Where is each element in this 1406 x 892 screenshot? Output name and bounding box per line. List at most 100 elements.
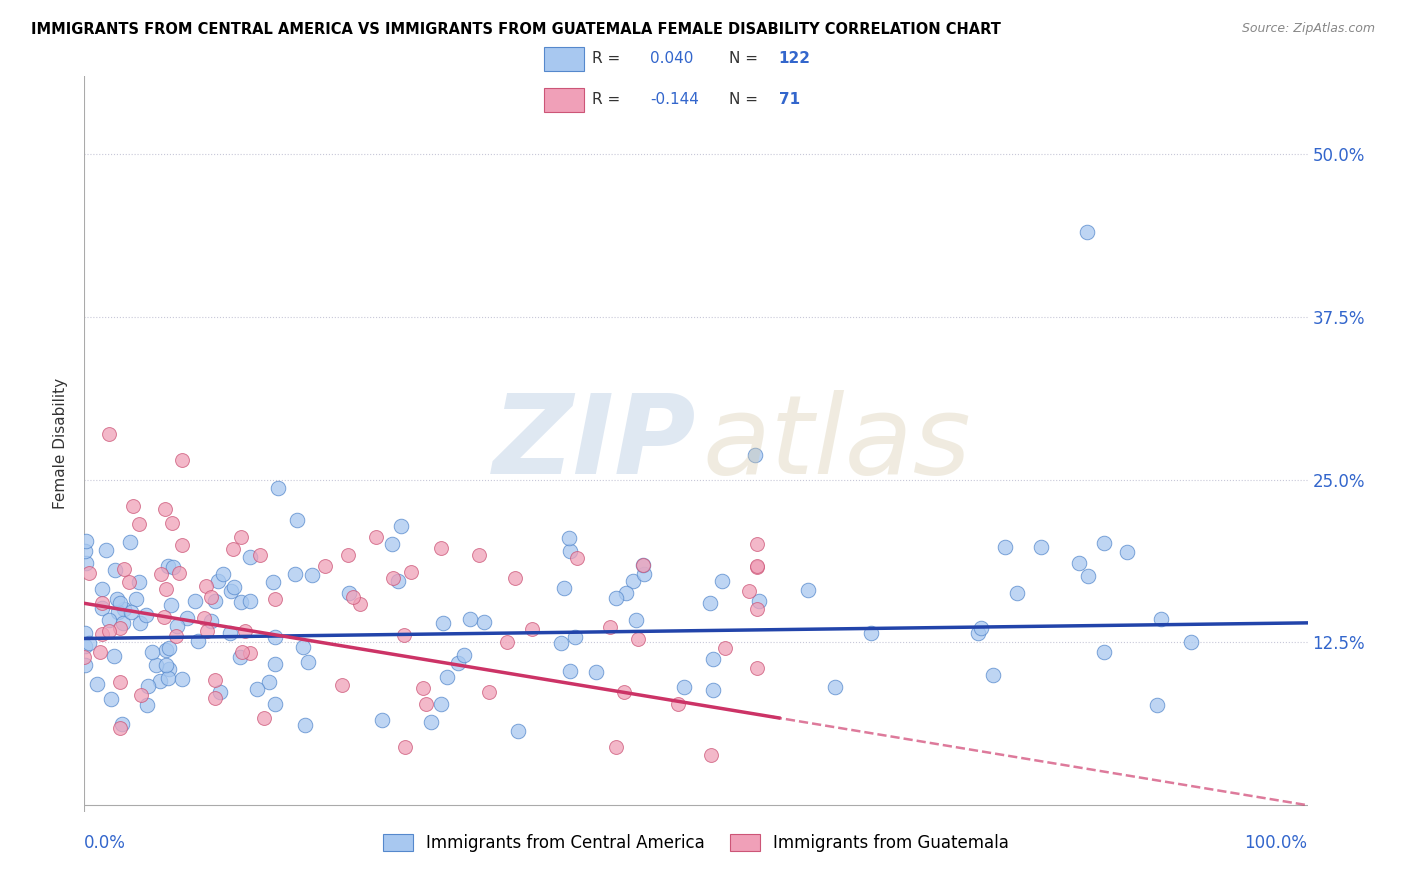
Point <box>90 627 112 641</box>
Point <box>170 538 193 552</box>
Point <box>204 690 226 705</box>
Point <box>136 679 159 693</box>
Point <box>239 594 262 608</box>
Point <box>264 697 287 711</box>
Text: -0.144: -0.144 <box>650 93 699 107</box>
Point <box>105 592 128 607</box>
Point <box>187 633 209 648</box>
Point <box>165 629 187 643</box>
Point <box>381 571 404 585</box>
Point <box>420 715 443 730</box>
Point <box>713 640 735 655</box>
Point <box>108 675 131 690</box>
Point <box>222 580 245 594</box>
Point <box>231 645 253 659</box>
Point <box>160 516 183 530</box>
Point <box>120 535 142 549</box>
Point <box>342 590 364 604</box>
Point <box>436 670 458 684</box>
Point <box>193 610 215 624</box>
Point <box>700 748 723 763</box>
Point <box>155 643 177 657</box>
Point <box>747 559 769 574</box>
Point <box>558 665 581 679</box>
Point <box>381 537 404 551</box>
Point <box>294 717 316 731</box>
Point <box>633 566 655 581</box>
Point <box>233 624 256 638</box>
Point <box>291 640 314 654</box>
Point <box>184 593 207 607</box>
Point <box>605 740 627 755</box>
Point <box>129 689 152 703</box>
Point <box>128 575 150 590</box>
Point <box>387 574 409 588</box>
Point <box>73 650 96 665</box>
Point <box>371 713 394 727</box>
Point <box>229 595 252 609</box>
Point <box>981 667 1004 681</box>
Point <box>112 562 135 576</box>
Point <box>970 621 993 635</box>
Point <box>614 585 637 599</box>
Point <box>401 566 423 580</box>
Bar <box>544 87 583 112</box>
Point <box>117 574 139 589</box>
Point <box>125 591 148 606</box>
Point <box>522 622 544 636</box>
Point <box>135 607 157 622</box>
Point <box>550 635 572 649</box>
Point <box>1005 586 1028 600</box>
Point <box>337 548 360 562</box>
Point <box>264 630 287 644</box>
Point <box>97 624 120 639</box>
Point <box>156 559 179 574</box>
Point <box>211 567 233 582</box>
Point <box>172 453 194 467</box>
Point <box>605 591 627 605</box>
Y-axis label: Female Disability: Female Disability <box>53 378 69 509</box>
Point <box>672 680 695 694</box>
Point <box>172 672 194 686</box>
Text: atlas: atlas <box>702 391 970 497</box>
Point <box>624 613 647 627</box>
Point <box>103 648 125 663</box>
Point <box>412 681 434 695</box>
Point <box>392 628 415 642</box>
Point <box>157 671 180 685</box>
Point <box>91 596 114 610</box>
Point <box>73 625 96 640</box>
Point <box>553 581 575 595</box>
Point <box>565 551 588 566</box>
Point <box>75 557 97 571</box>
Point <box>145 657 167 672</box>
Point <box>557 531 579 545</box>
Point <box>108 596 131 610</box>
Point <box>128 517 150 532</box>
Point <box>747 602 769 616</box>
Point <box>207 574 229 589</box>
Point <box>166 619 188 633</box>
Point <box>1116 545 1139 559</box>
Point <box>710 574 733 589</box>
Point <box>239 550 262 565</box>
Point <box>415 697 437 711</box>
Point <box>1029 540 1052 554</box>
Point <box>195 579 218 593</box>
Point <box>112 615 135 630</box>
Point <box>157 663 180 677</box>
Point <box>167 566 190 580</box>
Point <box>204 673 226 688</box>
Point <box>221 541 243 556</box>
Point <box>75 533 97 548</box>
Text: 0.0%: 0.0% <box>84 834 127 852</box>
Point <box>108 721 131 735</box>
Text: R =: R = <box>592 52 626 66</box>
Point <box>153 501 176 516</box>
Point <box>349 597 371 611</box>
Point <box>389 519 412 533</box>
Text: 0.040: 0.040 <box>650 52 693 66</box>
Point <box>748 594 770 608</box>
Point <box>284 566 307 581</box>
Point <box>627 632 650 646</box>
